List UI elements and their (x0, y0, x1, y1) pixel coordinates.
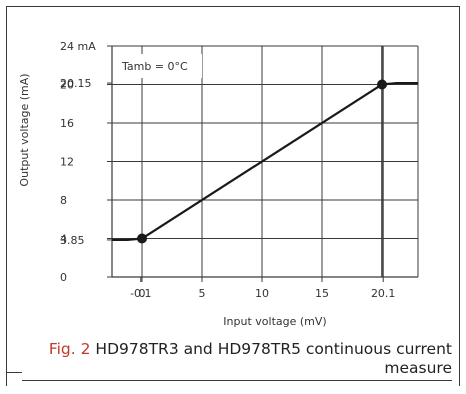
y-tick-label: 0 (60, 271, 67, 284)
series-line (112, 82, 418, 241)
caption-text: HD978TR3 and HD978TR5 continuous current… (90, 340, 452, 377)
x-tick-labels: -0.10 5 10 15 20.1 (130, 287, 395, 300)
figure-caption: Fig. 2 HD978TR3 and HD978TR5 continuous … (22, 340, 452, 381)
annotation-box (116, 54, 202, 78)
y-tick-label: 8 (60, 194, 67, 207)
temperature-annotation: Tamb = 0°C (121, 60, 188, 73)
data-point-marker (137, 233, 147, 244)
y-tick-label: 16 (60, 117, 74, 130)
y-tick-label: 20 (60, 79, 74, 92)
y-tick-label: 24 mA (60, 40, 96, 53)
x-tick-label: 10 (255, 287, 269, 300)
marker-layer (137, 79, 387, 244)
x-tick-label: 0 (139, 287, 146, 300)
axes (107, 45, 419, 282)
x-tick-label: 5 (199, 287, 206, 300)
y-tick-label: 12 (60, 156, 74, 169)
caption-label: Fig. 2 (48, 340, 91, 358)
figure-frame (6, 6, 460, 386)
y-axis-label: Output voltage (mA) (18, 73, 31, 186)
x-axis-label: Input voltage (mV) (223, 315, 326, 328)
data-point-marker (377, 79, 387, 90)
y-tick-label: 4 (60, 233, 67, 246)
x-tick-label: -0.1 (130, 287, 151, 300)
series-layer (112, 82, 418, 241)
grid (112, 46, 418, 277)
x-tick-label: 15 (315, 287, 329, 300)
caption-divider (6, 372, 22, 373)
y-tick-label: 20.15 (60, 77, 92, 90)
y-tick-label: 3.85 (60, 234, 85, 247)
x-tick-label: 20.1 (371, 287, 396, 300)
